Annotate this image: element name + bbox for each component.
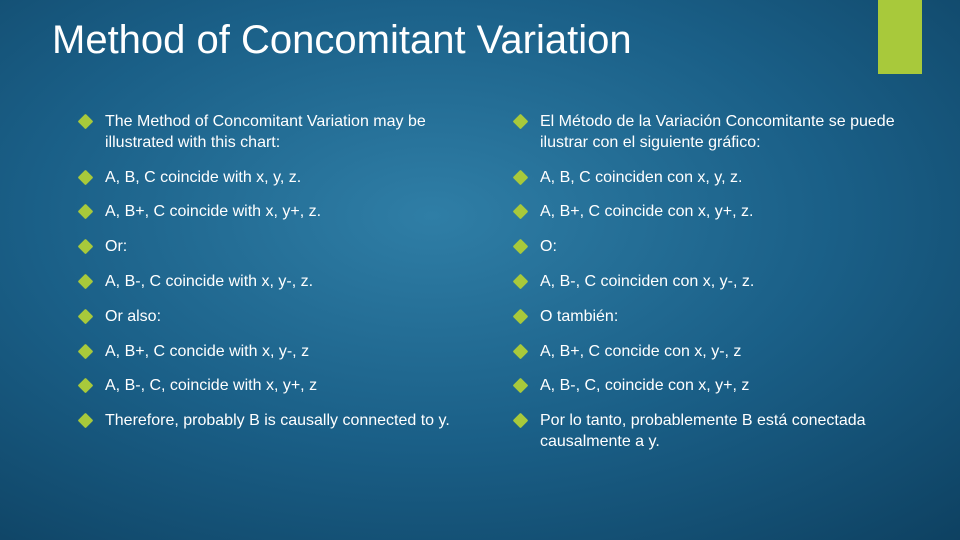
list-item: Por lo tanto, probablemente B está conec…	[515, 411, 910, 453]
list-item-text: Por lo tanto, probablemente B está conec…	[540, 411, 910, 453]
list-item: A, B-, C, coincide con x, y+, z	[515, 376, 910, 397]
diamond-bullet-icon	[78, 169, 94, 185]
list-item-text: The Method of Concomitant Variation may …	[105, 112, 475, 154]
list-item-text: A, B+, C concide con x, y-, z	[540, 342, 910, 363]
diamond-bullet-icon	[78, 309, 94, 325]
content-columns: The Method of Concomitant Variation may …	[80, 112, 910, 520]
diamond-bullet-icon	[513, 378, 529, 394]
list-item: A, B+, C concide con x, y-, z	[515, 342, 910, 363]
list-item: Or also:	[80, 307, 475, 328]
slide-title: Method of Concomitant Variation	[52, 18, 632, 63]
list-item-text: A, B-, C coincide with x, y-, z.	[105, 272, 475, 293]
list-item: A, B+, C coincide con x, y+, z.	[515, 202, 910, 223]
list-item-text: A, B+, C concide with x, y-, z	[105, 342, 475, 363]
list-item: Or:	[80, 237, 475, 258]
list-item-text: A, B-, C, coincide with x, y+, z	[105, 376, 475, 397]
right-column: El Método de la Variación Concomitante s…	[515, 112, 910, 520]
list-item: O:	[515, 237, 910, 258]
diamond-bullet-icon	[513, 204, 529, 220]
list-item: A, B-, C coincide with x, y-, z.	[80, 272, 475, 293]
list-item-text: A, B+, C coincide with x, y+, z.	[105, 202, 475, 223]
list-item-text: A, B, C coincide with x, y, z.	[105, 168, 475, 189]
list-item-text: A, B+, C coincide con x, y+, z.	[540, 202, 910, 223]
slide: Method of Concomitant Variation The Meth…	[0, 0, 960, 540]
diamond-bullet-icon	[78, 204, 94, 220]
diamond-bullet-icon	[513, 343, 529, 359]
diamond-bullet-icon	[513, 309, 529, 325]
diamond-bullet-icon	[78, 239, 94, 255]
list-item-text: Or also:	[105, 307, 475, 328]
list-item: A, B, C coincide with x, y, z.	[80, 168, 475, 189]
list-item: A, B-, C, coincide with x, y+, z	[80, 376, 475, 397]
diamond-bullet-icon	[78, 114, 94, 130]
list-item-text: Therefore, probably B is causally connec…	[105, 411, 475, 432]
diamond-bullet-icon	[78, 274, 94, 290]
diamond-bullet-icon	[78, 378, 94, 394]
list-item: The Method of Concomitant Variation may …	[80, 112, 475, 154]
list-item: O también:	[515, 307, 910, 328]
diamond-bullet-icon	[513, 114, 529, 130]
list-item: El Método de la Variación Concomitante s…	[515, 112, 910, 154]
list-item: A, B, C coinciden con x, y, z.	[515, 168, 910, 189]
left-column: The Method of Concomitant Variation may …	[80, 112, 475, 520]
list-item: A, B+, C concide with x, y-, z	[80, 342, 475, 363]
list-item-text: O:	[540, 237, 910, 258]
list-item-text: O también:	[540, 307, 910, 328]
diamond-bullet-icon	[78, 343, 94, 359]
list-item-text: Or:	[105, 237, 475, 258]
list-item-text: El Método de la Variación Concomitante s…	[540, 112, 910, 154]
list-item-text: A, B, C coinciden con x, y, z.	[540, 168, 910, 189]
list-item: Therefore, probably B is causally connec…	[80, 411, 475, 432]
list-item: A, B-, C coinciden con x, y-, z.	[515, 272, 910, 293]
list-item-text: A, B-, C coinciden con x, y-, z.	[540, 272, 910, 293]
accent-bar	[878, 0, 922, 74]
diamond-bullet-icon	[513, 274, 529, 290]
list-item-text: A, B-, C, coincide con x, y+, z	[540, 376, 910, 397]
diamond-bullet-icon	[513, 169, 529, 185]
diamond-bullet-icon	[513, 413, 529, 429]
list-item: A, B+, C coincide with x, y+, z.	[80, 202, 475, 223]
diamond-bullet-icon	[78, 413, 94, 429]
diamond-bullet-icon	[513, 239, 529, 255]
